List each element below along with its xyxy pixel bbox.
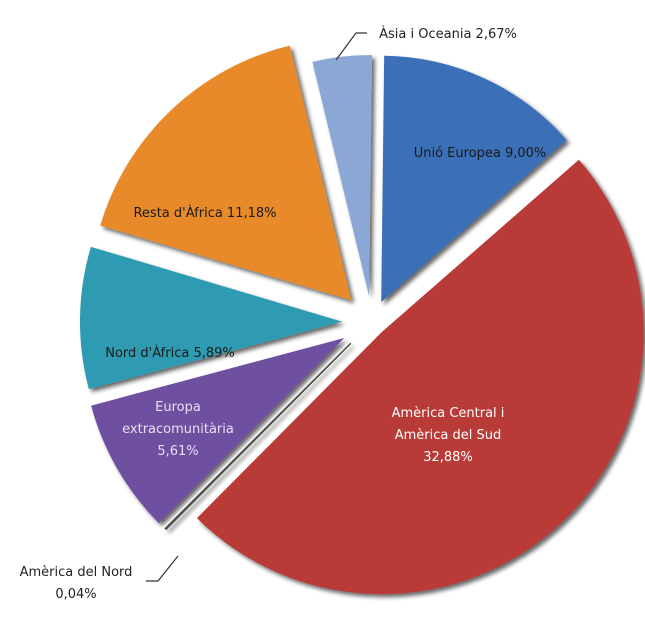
slice-label-3-line-1: extracomunitària: [122, 422, 234, 437]
slice-label-3-line-2: 5,61%: [157, 444, 198, 459]
slice-label-4-line-0: Nord d'Àfrica 5,89%: [105, 345, 235, 361]
slice-label-0-line-0: Unió Europea 9,00%: [414, 146, 547, 161]
pie-slice-nord-d-àfrica: [80, 246, 343, 390]
leader-line-asia-oceania: [335, 32, 367, 61]
slice-label-1-line-2: 32,88%: [423, 450, 473, 465]
slice-label-1-line-0: Amèrica Central i: [392, 406, 505, 421]
pie-slice-amèrica-central-i-amèrica-del-sud: [196, 159, 644, 595]
slice-label-1-line-1: Amèrica del Sud: [395, 428, 502, 443]
pie-slice-amèrica-del-nord: [164, 342, 352, 531]
labels-layer: Unió Europea 9,00% Amèrica Central i Amèri…: [20, 26, 547, 602]
slice-label-2-line-1: 0,04%: [55, 587, 96, 602]
slices-layer: [80, 45, 644, 595]
pie-slice-àsia-i-oceania: [312, 55, 372, 297]
slice-label-6-line-0: Àsia i Oceania 2,67%: [379, 26, 517, 42]
pie-slice-unió-europea: [381, 55, 567, 303]
slice-label-2-line-0: Amèrica del Nord: [20, 565, 133, 580]
slice-label-5-line-0: Resta d'Àfrica 11,18%: [133, 205, 276, 221]
leader-line-america-nord: [146, 555, 179, 582]
pie-slice-europa-extracomunitària: [91, 337, 345, 524]
pie-slice-resta-d-àfrica: [100, 45, 352, 301]
slice-label-3-line-0: Europa: [155, 400, 201, 415]
